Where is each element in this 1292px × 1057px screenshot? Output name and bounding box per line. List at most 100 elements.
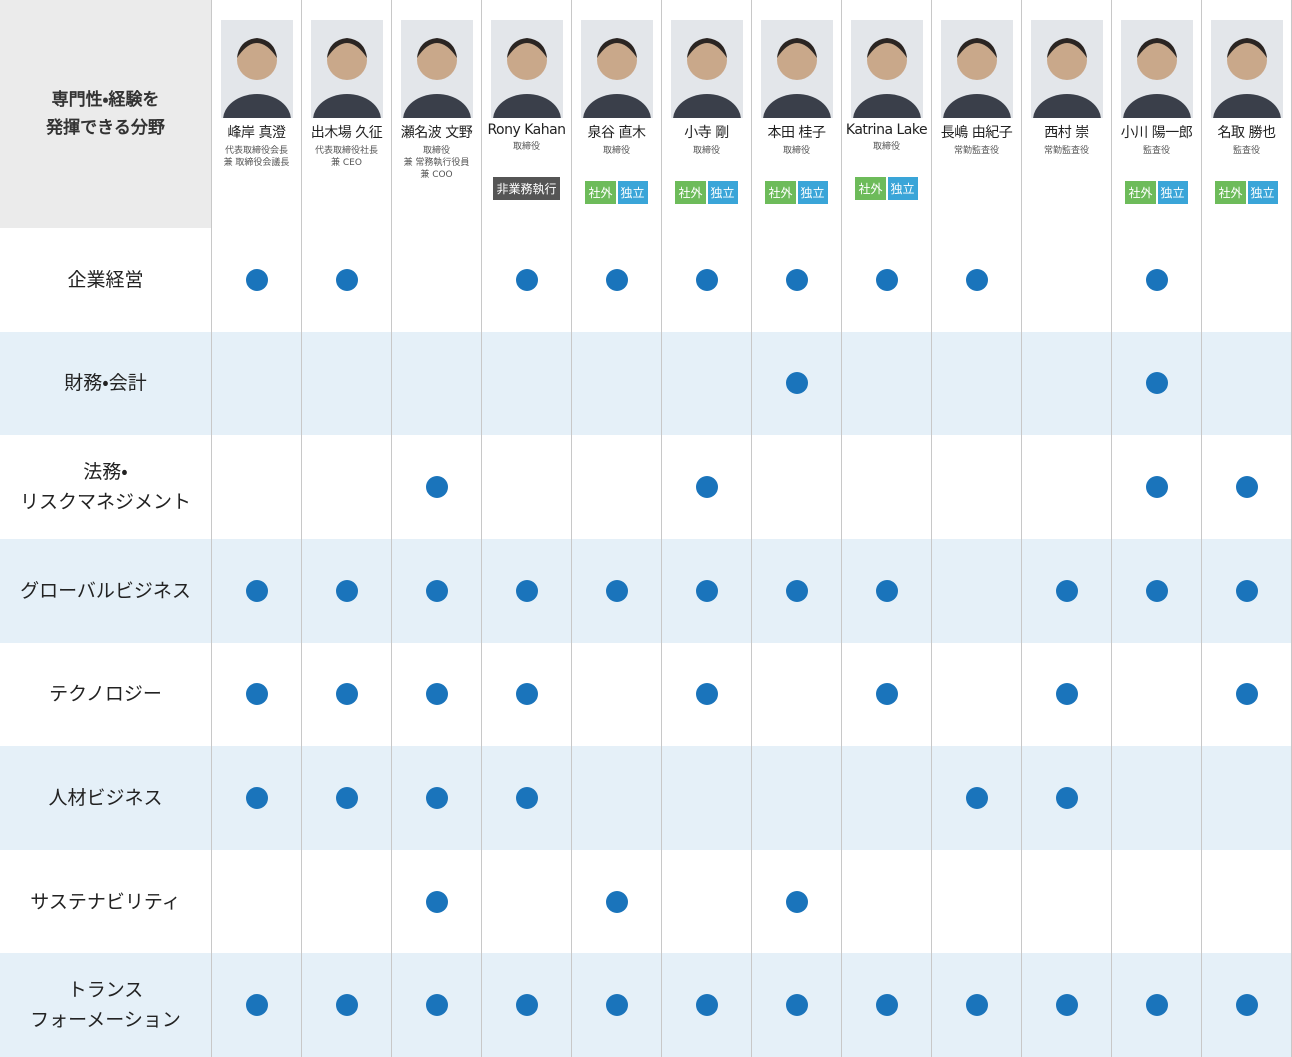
dot xyxy=(1056,994,1078,1016)
dot xyxy=(1056,787,1078,809)
matrix-cell xyxy=(392,228,482,332)
member-role: 代表取締役社長 兼 CEO xyxy=(315,145,378,181)
dot xyxy=(1146,269,1168,291)
matrix-cell xyxy=(572,643,662,747)
tag-group: 社外独立 xyxy=(765,181,827,204)
matrix-cell xyxy=(482,850,572,954)
member-name: 峰岸 真澄 xyxy=(228,122,286,142)
matrix-cell xyxy=(1202,435,1292,539)
dot xyxy=(426,580,448,602)
dot xyxy=(336,683,358,705)
photo xyxy=(671,20,743,118)
matrix-cell xyxy=(662,332,752,436)
row-label: グローバルビジネス xyxy=(0,539,212,643)
dot xyxy=(1146,372,1168,394)
matrix-cell xyxy=(572,953,662,1057)
dot xyxy=(426,476,448,498)
matrix-cell xyxy=(752,850,842,954)
portrait xyxy=(1121,20,1193,118)
photo xyxy=(851,20,923,118)
matrix-cell xyxy=(842,643,932,747)
tag-group: 社外独立 xyxy=(675,181,737,204)
matrix-cell xyxy=(842,332,932,436)
matrix-cell xyxy=(212,953,302,1057)
row-label: トランス フォーメーション xyxy=(0,953,212,1057)
matrix-cell xyxy=(302,228,392,332)
dot xyxy=(876,269,898,291)
matrix-cell xyxy=(1112,953,1202,1057)
dot xyxy=(336,787,358,809)
dot xyxy=(696,994,718,1016)
photo xyxy=(1121,20,1193,118)
matrix-cell xyxy=(932,953,1022,1057)
dot xyxy=(336,994,358,1016)
member-header: 小川 陽一郎監査役社外独立 xyxy=(1112,0,1202,228)
matrix-cell xyxy=(932,643,1022,747)
member-header: 瀬名波 文野取締役 兼 常務執行役員 兼 COO xyxy=(392,0,482,228)
dot xyxy=(606,891,628,913)
photo xyxy=(491,20,563,118)
dot xyxy=(1146,476,1168,498)
dot xyxy=(246,580,268,602)
photo xyxy=(401,20,473,118)
member-name: 本田 桂子 xyxy=(768,122,826,142)
row-label: 企業経営 xyxy=(0,228,212,332)
portrait xyxy=(581,20,653,118)
member-role: 監査役 xyxy=(1233,145,1260,181)
portrait xyxy=(941,20,1013,118)
dot xyxy=(966,269,988,291)
dot xyxy=(606,994,628,1016)
portrait xyxy=(221,20,293,118)
matrix-cell xyxy=(482,746,572,850)
dot xyxy=(516,787,538,809)
matrix-cell xyxy=(1022,953,1112,1057)
member-name: Katrina Lake xyxy=(846,122,927,138)
member-name: 長嶋 由紀子 xyxy=(941,122,1012,142)
member-header: 長嶋 由紀子常勤監査役 xyxy=(932,0,1022,228)
portrait xyxy=(671,20,743,118)
tag: 社外 xyxy=(585,181,615,204)
matrix-cell xyxy=(482,539,572,643)
photo xyxy=(1031,20,1103,118)
matrix-cell xyxy=(302,643,392,747)
matrix-cell xyxy=(1022,850,1112,954)
row-label: 人材ビジネス xyxy=(0,746,212,850)
photo xyxy=(761,20,833,118)
dot xyxy=(336,580,358,602)
matrix-cell xyxy=(842,953,932,1057)
dot xyxy=(876,994,898,1016)
dot xyxy=(1236,994,1258,1016)
matrix-cell xyxy=(1022,643,1112,747)
member-role: 監査役 xyxy=(1143,145,1170,181)
photo xyxy=(311,20,383,118)
dot xyxy=(246,683,268,705)
matrix-cell xyxy=(842,539,932,643)
dot xyxy=(1146,580,1168,602)
dot xyxy=(1056,580,1078,602)
matrix-cell xyxy=(572,228,662,332)
member-role: 取締役 xyxy=(603,145,630,181)
dot xyxy=(606,269,628,291)
member-header: 名取 勝也監査役社外独立 xyxy=(1202,0,1292,228)
matrix-cell xyxy=(392,435,482,539)
member-header: 出木場 久征代表取締役社長 兼 CEO xyxy=(302,0,392,228)
dot xyxy=(246,269,268,291)
portrait xyxy=(311,20,383,118)
portrait xyxy=(1031,20,1103,118)
matrix-cell xyxy=(482,953,572,1057)
matrix-cell xyxy=(392,643,482,747)
matrix-cell xyxy=(572,332,662,436)
member-name: 泉谷 直木 xyxy=(588,122,646,142)
dot xyxy=(606,580,628,602)
matrix-cell xyxy=(1112,228,1202,332)
dot xyxy=(966,787,988,809)
matrix-cell xyxy=(752,643,842,747)
dot xyxy=(1236,683,1258,705)
dot xyxy=(516,580,538,602)
dot xyxy=(876,683,898,705)
dot xyxy=(246,787,268,809)
matrix-cell xyxy=(752,953,842,1057)
tag-group: 社外独立 xyxy=(855,177,917,200)
member-role: 取締役 xyxy=(783,145,810,181)
